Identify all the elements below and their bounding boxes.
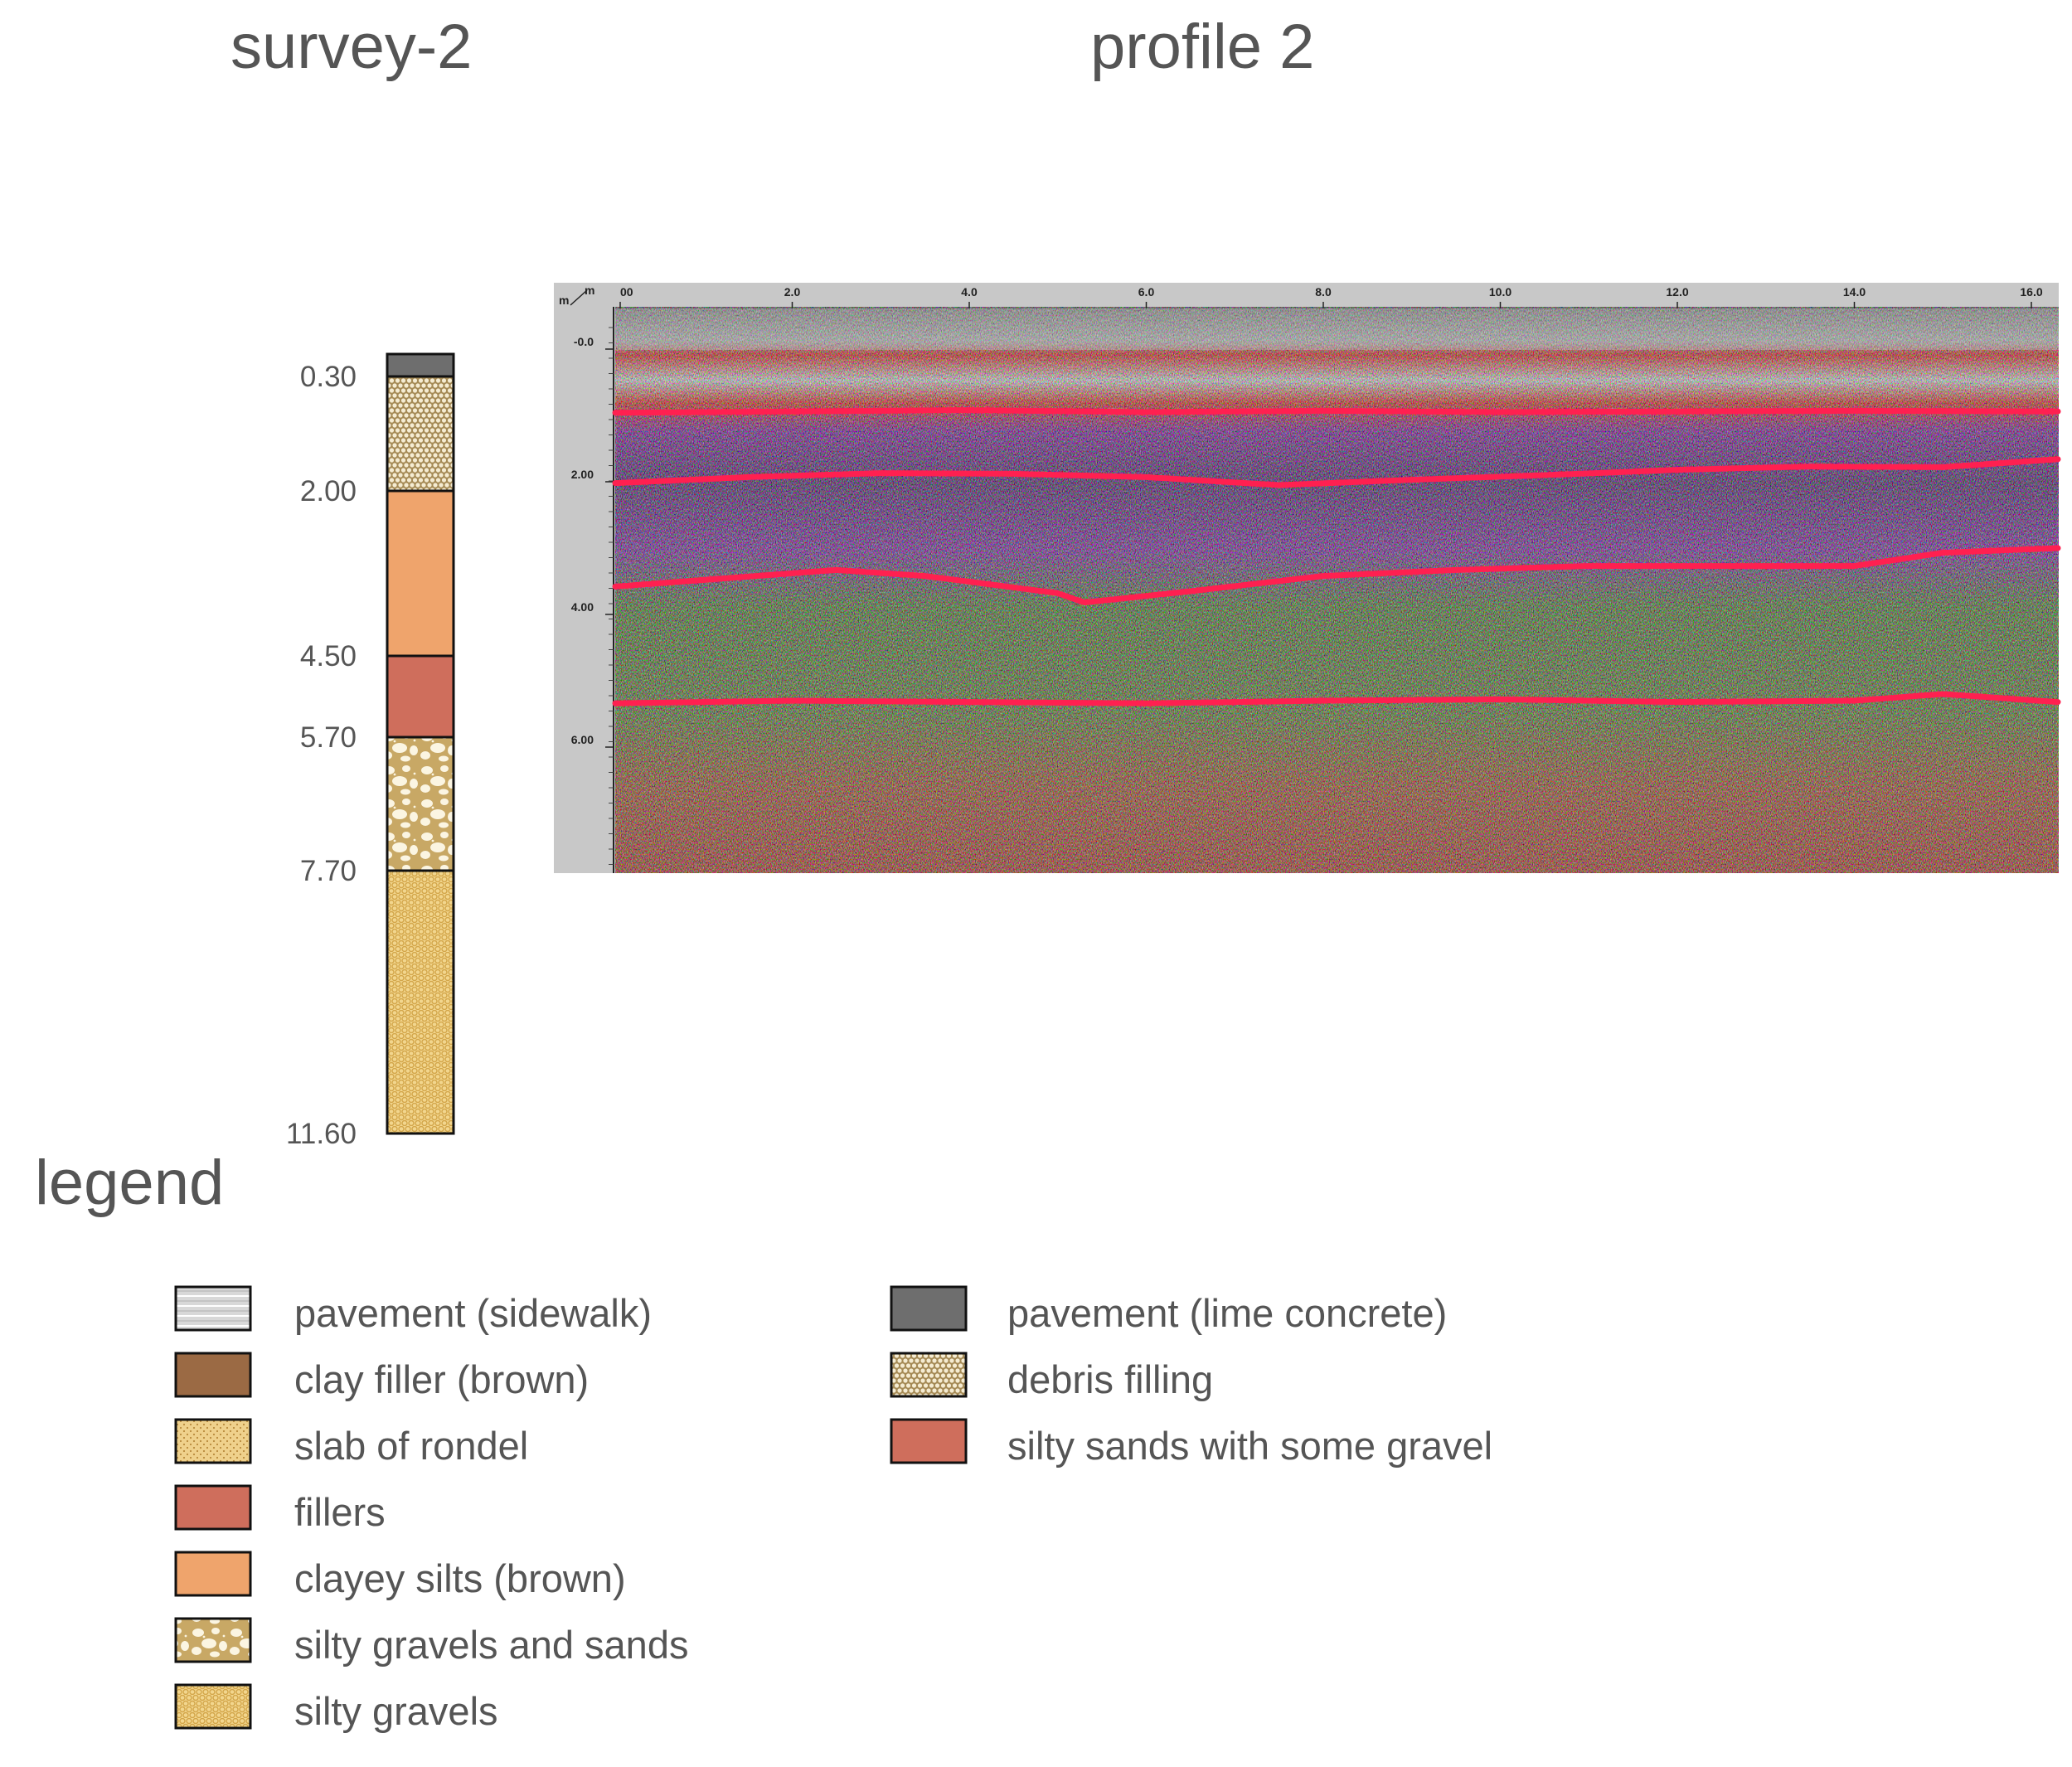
legend-label: silty gravels bbox=[294, 1689, 498, 1733]
y-tick-label: -0.0 bbox=[574, 335, 594, 348]
legend-swatch-lime bbox=[890, 1285, 968, 1332]
y-tick-label: 6.00 bbox=[571, 733, 594, 746]
borehole-layer-3 bbox=[386, 489, 455, 658]
legend-label: clay filler (brown) bbox=[294, 1357, 589, 1401]
legend-label: pavement (lime concrete) bbox=[1007, 1291, 1447, 1335]
legend-swatch-sidewalk bbox=[174, 1285, 252, 1332]
borehole-layer-4 bbox=[386, 654, 455, 739]
radargram-unit-slash bbox=[570, 289, 588, 306]
interface-line-4 bbox=[612, 691, 2061, 706]
x-tick-label: 12.0 bbox=[1666, 285, 1688, 299]
survey-title: survey-2 bbox=[230, 12, 472, 82]
x-tick-label: 16.0 bbox=[2020, 285, 2042, 299]
depth-label: 5.70 bbox=[300, 721, 357, 754]
borehole-log: 0.30 2.00 4.50 5.70 7.70 11.60 bbox=[286, 352, 455, 1150]
radargram-unit-label-top: m bbox=[585, 284, 594, 297]
legend-swatch-clayey bbox=[174, 1551, 252, 1597]
x-tick-label: 8.0 bbox=[1315, 285, 1332, 299]
y-tick-label: 2.00 bbox=[571, 468, 594, 481]
x-tick-label: 2.0 bbox=[784, 285, 801, 299]
interface-line-1 bbox=[612, 407, 2061, 416]
radargram-noise bbox=[615, 307, 2059, 873]
depth-label: 7.70 bbox=[300, 855, 357, 887]
radargram-unit-label: m bbox=[559, 294, 569, 307]
gpr-radargram: m m 00 2.0 4.0 6.0 8.0 10.0 12.0 14.0 16.0 -0.0 2… bbox=[554, 283, 2061, 873]
legend-swatch-gravel bbox=[174, 1683, 252, 1730]
profile-title: profile 2 bbox=[1090, 12, 1314, 82]
legend-swatch-sands bbox=[890, 1418, 968, 1464]
radargram-y-ticks: -0.0 2.00 4.00 6.00 bbox=[571, 327, 614, 865]
y-tick-label: 4.00 bbox=[571, 600, 594, 614]
legend-title: legend bbox=[35, 1148, 224, 1218]
radargram-surface-noise bbox=[615, 308, 2059, 350]
radargram-x-ticks: 00 2.0 4.0 6.0 8.0 10.0 12.0 14.0 16.0 bbox=[619, 285, 2043, 308]
legend-swatch-fillers bbox=[174, 1484, 252, 1531]
legend-swatch-slab bbox=[174, 1418, 252, 1464]
legend-swatch-gravelsand bbox=[174, 1617, 252, 1663]
interface-line-3 bbox=[612, 545, 2061, 606]
depth-label: 11.60 bbox=[286, 1118, 357, 1150]
depth-label: 0.30 bbox=[300, 361, 357, 393]
x-tick-label: 4.0 bbox=[961, 285, 978, 299]
legend-label: silty sands with some gravel bbox=[1007, 1424, 1492, 1468]
borehole-layer-1 bbox=[386, 352, 455, 378]
radargram-interfaces bbox=[612, 407, 2061, 706]
x-tick-label: 10.0 bbox=[1489, 285, 1512, 299]
legend-swatch-clay bbox=[174, 1352, 252, 1398]
legend-label: slab of rondel bbox=[294, 1424, 528, 1468]
depth-label: 2.00 bbox=[300, 475, 357, 507]
borehole-layer-2 bbox=[386, 375, 455, 493]
legend-label: clayey silts (brown) bbox=[294, 1556, 626, 1600]
borehole-layer-6 bbox=[386, 869, 455, 1135]
interface-line-2 bbox=[612, 456, 2061, 488]
legend-label: silty gravels and sands bbox=[294, 1623, 688, 1667]
depth-label: 4.50 bbox=[300, 640, 357, 672]
x-tick-label: 6.0 bbox=[1138, 285, 1155, 299]
legend: pavement (sidewalk) clay filler (brown) sl… bbox=[174, 1285, 1492, 1733]
legend-label: fillers bbox=[294, 1490, 386, 1534]
legend-swatch-debris bbox=[890, 1352, 968, 1398]
legend-label: pavement (sidewalk) bbox=[294, 1291, 652, 1335]
x-tick-label: 14.0 bbox=[1843, 285, 1866, 299]
x-tick-label: 00 bbox=[620, 285, 633, 299]
legend-label: debris filling bbox=[1007, 1357, 1213, 1401]
borehole-layer-5 bbox=[386, 735, 455, 872]
